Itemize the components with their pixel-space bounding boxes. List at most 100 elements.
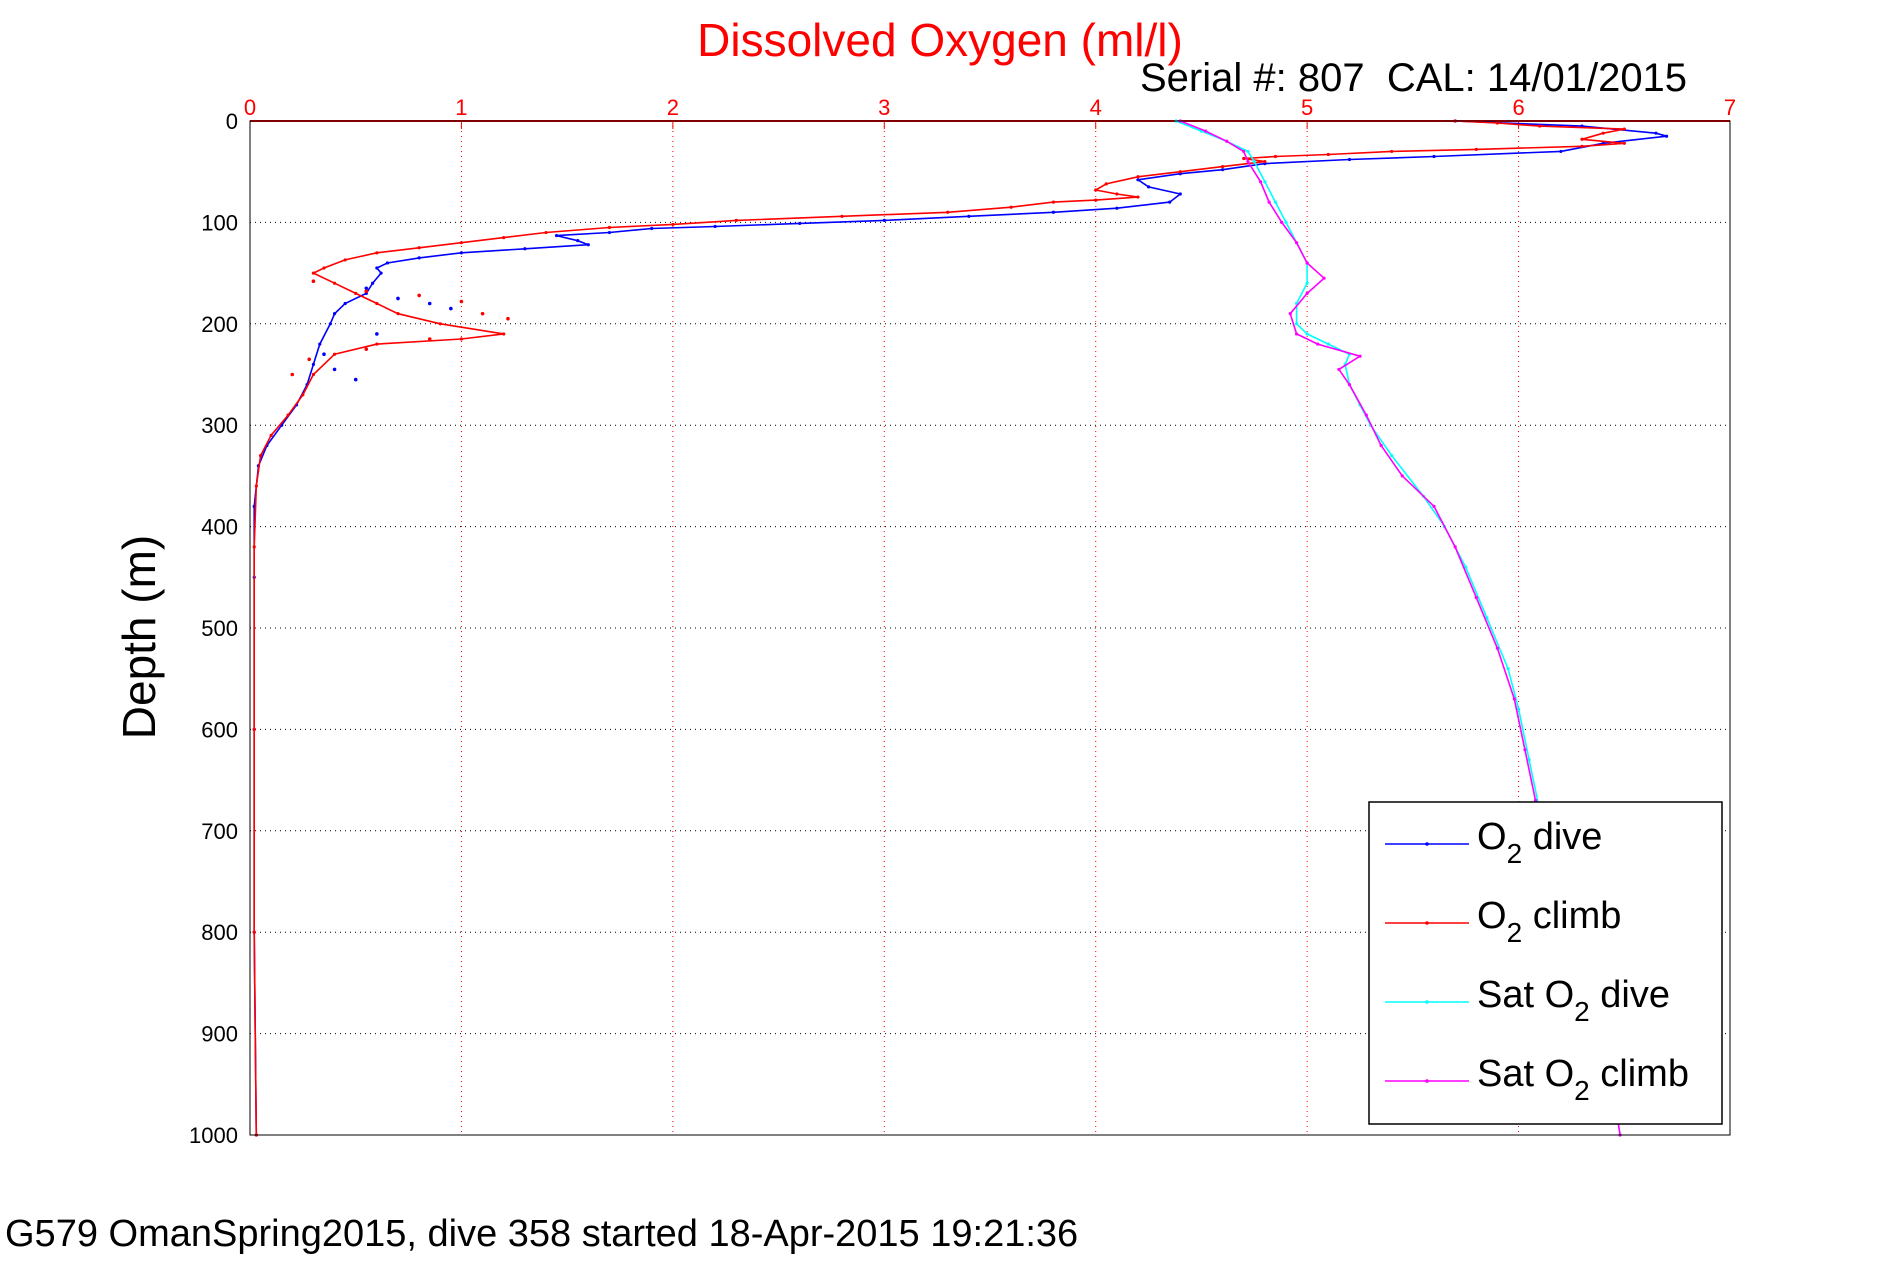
legend-label-main: Sat O bbox=[1477, 1053, 1574, 1095]
series-point bbox=[371, 281, 375, 285]
series-point bbox=[946, 210, 950, 214]
series-point bbox=[840, 214, 844, 218]
legend-label-rest: climb bbox=[1590, 1053, 1689, 1095]
legend-label-main: Sat O bbox=[1477, 974, 1574, 1016]
series-point bbox=[1358, 354, 1362, 358]
y-tick-label: 0 bbox=[226, 109, 238, 134]
footer-caption: G579 OmanSpring2015, dive 358 started 18… bbox=[5, 1213, 1078, 1255]
series-point bbox=[459, 337, 464, 341]
scatter-point bbox=[353, 377, 358, 382]
series-point bbox=[385, 261, 390, 265]
series-point bbox=[1527, 758, 1531, 762]
legend-label-rest: dive bbox=[1590, 974, 1670, 1016]
series-point bbox=[1453, 545, 1457, 549]
y-tick-label: 400 bbox=[201, 515, 238, 540]
series-point bbox=[1051, 200, 1056, 204]
y-tick-label: 200 bbox=[201, 312, 238, 337]
series-point bbox=[1474, 595, 1478, 600]
series-point bbox=[459, 241, 464, 245]
series-point bbox=[1104, 182, 1108, 186]
series-point bbox=[1178, 192, 1182, 196]
series-point bbox=[1326, 342, 1330, 346]
series-point bbox=[1094, 188, 1098, 192]
scatter-point bbox=[427, 337, 432, 341]
series-point bbox=[1432, 154, 1436, 159]
series-point bbox=[1316, 342, 1320, 346]
y-tick-label: 100 bbox=[201, 210, 238, 235]
x-tick-label: 7 bbox=[1724, 95, 1736, 120]
series-point bbox=[713, 224, 717, 229]
series-point bbox=[1246, 159, 1250, 164]
x-tick-label: 2 bbox=[667, 95, 679, 120]
series-lines bbox=[252, 119, 1669, 1137]
x-tick-labels: 0 1 2 3 4 5 6 7 bbox=[244, 95, 1736, 129]
series-point bbox=[607, 230, 612, 235]
series-point bbox=[1390, 454, 1394, 458]
scatter-point bbox=[364, 347, 369, 351]
series-point bbox=[1305, 291, 1309, 295]
series-point bbox=[1280, 220, 1284, 224]
series-point bbox=[1523, 748, 1527, 752]
series-point bbox=[1242, 156, 1246, 161]
y-tick-label: 600 bbox=[201, 717, 238, 742]
scatter-point bbox=[417, 293, 421, 298]
x-tick-label: 4 bbox=[1090, 95, 1102, 120]
series-point bbox=[375, 266, 379, 270]
series-point bbox=[1288, 312, 1292, 316]
series-point bbox=[1168, 200, 1172, 204]
series-point bbox=[1506, 666, 1510, 671]
series-point bbox=[967, 214, 971, 218]
series-point bbox=[1622, 141, 1626, 145]
legend-label-subscript: 2 bbox=[1574, 1075, 1590, 1106]
legend-entry-label: O2 climb bbox=[1477, 895, 1621, 948]
series-point bbox=[1474, 147, 1478, 151]
series-point bbox=[1115, 192, 1119, 196]
series-point bbox=[1495, 121, 1500, 125]
series-point bbox=[1136, 175, 1140, 179]
series-point bbox=[322, 266, 326, 270]
series-point bbox=[417, 256, 421, 260]
series-point bbox=[1009, 205, 1013, 209]
series-point bbox=[375, 301, 379, 306]
series-point bbox=[375, 342, 379, 346]
series-point bbox=[1495, 646, 1500, 650]
series-point bbox=[269, 433, 273, 437]
scatter-point bbox=[364, 289, 369, 294]
series-point bbox=[1622, 127, 1626, 131]
legend-swatch-marker bbox=[1425, 1079, 1429, 1083]
legend-entry-label: Sat O2 climb bbox=[1477, 1053, 1689, 1106]
series-point bbox=[734, 218, 738, 222]
series-point bbox=[882, 218, 886, 222]
series-point bbox=[1601, 131, 1605, 135]
series-point bbox=[1259, 180, 1263, 184]
x-tick-label: 6 bbox=[1512, 95, 1524, 120]
legend-entry-label: Sat O2 dive bbox=[1477, 974, 1670, 1027]
series-point bbox=[1051, 210, 1056, 214]
scatter-point bbox=[332, 367, 337, 372]
series-point bbox=[1305, 281, 1309, 285]
legend-swatch-marker bbox=[1425, 921, 1429, 925]
series-point bbox=[607, 225, 612, 230]
series-point bbox=[332, 352, 337, 356]
series-point bbox=[1364, 413, 1368, 417]
scatter-point bbox=[480, 311, 485, 316]
series-point bbox=[396, 312, 400, 316]
series-point bbox=[1220, 165, 1225, 169]
scatter-point bbox=[311, 279, 316, 284]
legend-label-subscript: 2 bbox=[1507, 838, 1523, 869]
series-line-o2-climb bbox=[253, 120, 1625, 1136]
series-point bbox=[379, 271, 383, 275]
series-point bbox=[459, 251, 464, 255]
series-point bbox=[311, 372, 316, 377]
legend-label-rest: dive bbox=[1522, 816, 1602, 858]
y-tick-label: 800 bbox=[201, 920, 238, 945]
series-point bbox=[554, 233, 559, 238]
series-point bbox=[1538, 124, 1542, 128]
legend-label-main: O bbox=[1477, 816, 1507, 858]
legend-label-main: O bbox=[1477, 895, 1507, 937]
series-point bbox=[1246, 149, 1250, 154]
series-point bbox=[1263, 159, 1267, 164]
series-point bbox=[286, 413, 290, 417]
series-point bbox=[1284, 220, 1288, 224]
